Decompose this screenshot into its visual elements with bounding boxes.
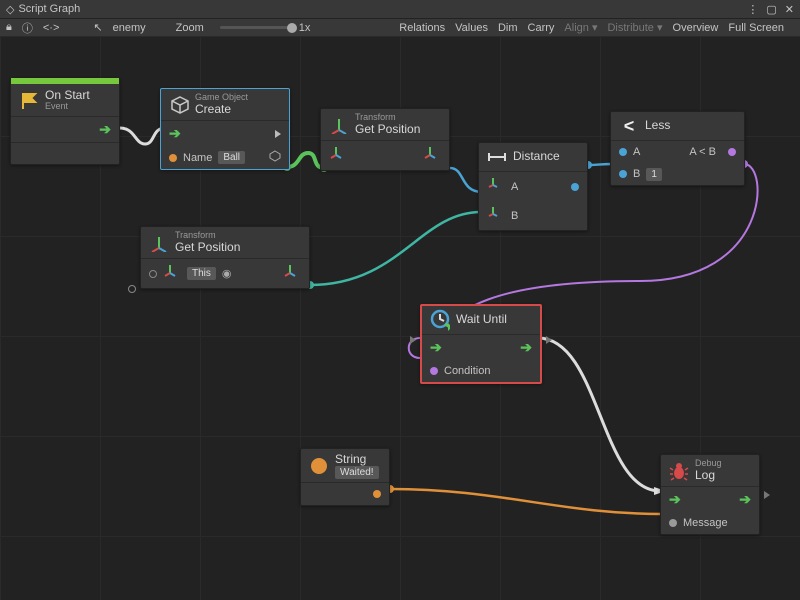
menu-icon[interactable]: ⋮	[747, 3, 758, 16]
flow-out-port[interactable]: ➔	[739, 491, 751, 508]
target-in-port[interactable]	[329, 145, 347, 166]
message-port[interactable]	[669, 519, 677, 527]
tag-label[interactable]: enemy	[113, 22, 146, 34]
node-subtitle: Event	[45, 102, 90, 112]
node-title: String	[335, 453, 379, 466]
node-wait-until[interactable]: Wait Until ➔ ➔ Condition	[420, 304, 542, 384]
node-distance[interactable]: Distance A B	[478, 142, 588, 231]
b-label: B	[633, 168, 640, 180]
flow-in-tri	[410, 336, 416, 344]
toolbar-dim[interactable]: Dim	[498, 22, 518, 34]
node-string[interactable]: String Waited!	[300, 448, 390, 506]
a-label: A	[511, 181, 518, 193]
a-label: A	[633, 146, 640, 158]
flow-out-port[interactable]: ➔	[520, 339, 532, 356]
less-icon: <	[619, 116, 639, 136]
flow-in-port[interactable]: ➔	[169, 125, 181, 142]
bug-icon	[669, 461, 689, 481]
string-value[interactable]: Waited!	[335, 466, 379, 479]
toolbar-align[interactable]: Align ▾	[564, 21, 597, 34]
toolbar-overview[interactable]: Overview	[673, 22, 719, 34]
toolbar-relations[interactable]: Relations	[399, 22, 445, 34]
node-title: Less	[645, 119, 670, 132]
window-title: Script Graph	[18, 3, 80, 15]
target-picker-icon[interactable]: ◉	[222, 267, 232, 280]
result-out-port[interactable]	[728, 148, 736, 156]
value-out-port[interactable]	[373, 490, 381, 498]
value-out-port[interactable]	[283, 263, 301, 284]
flow-out-port[interactable]: ➔	[99, 121, 111, 138]
condition-label: Condition	[444, 365, 490, 377]
distance-icon	[487, 147, 507, 167]
node-get-position-1[interactable]: Transform Get Position	[320, 108, 450, 171]
value-out-port[interactable]	[571, 183, 579, 191]
wait-icon	[430, 310, 450, 330]
transform-icon	[329, 115, 349, 135]
zoom-slider[interactable]	[220, 26, 295, 29]
flow-in-port[interactable]: ➔	[430, 339, 442, 356]
flow-out-tri	[764, 491, 770, 499]
flow-in-port[interactable]: ➔	[669, 491, 681, 508]
node-title: Wait Until	[456, 313, 507, 326]
node-title: Distance	[513, 150, 560, 163]
zoom-value: 1x	[299, 22, 311, 34]
zoom-label: Zoom	[176, 22, 204, 34]
node-title: Log	[695, 469, 722, 482]
tag-icon[interactable]: ↖	[93, 21, 102, 34]
object-out-icon[interactable]	[269, 150, 281, 165]
b-port[interactable]	[487, 205, 505, 226]
value-out-port[interactable]	[423, 145, 441, 166]
cube-icon	[169, 95, 189, 115]
flow-out-port[interactable]	[275, 130, 281, 138]
toolbar-distribute[interactable]: Distribute ▾	[607, 21, 662, 34]
toolbar-fullscreen[interactable]: Full Screen	[728, 22, 784, 34]
window-titlebar: ◇ Script Graph ⋮ ▢ ✕	[0, 0, 800, 18]
maximize-icon[interactable]: ▢	[766, 3, 776, 16]
node-create[interactable]: Game Object Create ➔ Name Ball	[160, 88, 290, 170]
external-port-ring[interactable]	[128, 285, 136, 293]
close-icon[interactable]: ✕	[785, 3, 794, 16]
node-on-start[interactable]: On Start Event ➔	[10, 78, 120, 165]
name-port[interactable]	[169, 154, 177, 162]
lock-icon[interactable]: 🔒︎	[6, 21, 12, 34]
message-label: Message	[683, 517, 728, 529]
name-field[interactable]: Ball	[218, 151, 245, 164]
code-icon[interactable]: <·>	[43, 22, 60, 34]
b-label: B	[511, 210, 518, 222]
node-debug-log[interactable]: Debug Log ➔ ➔ Message	[660, 454, 760, 535]
flow-out-tri	[546, 336, 552, 344]
a-port[interactable]	[619, 148, 627, 156]
toolbar: 🔒︎ ⓘ <·> ↖ enemy Zoom 1x Relations Value…	[0, 18, 800, 36]
name-label: Name	[183, 152, 212, 164]
graph-icon: ◇	[6, 3, 14, 16]
transform-icon	[149, 233, 169, 253]
node-less[interactable]: < Less A A < B B 1	[610, 111, 745, 186]
graph-area[interactable]: On Start Event ➔ Game Object Create	[0, 36, 800, 600]
info-icon[interactable]: ⓘ	[22, 20, 33, 36]
node-title: Get Position	[355, 123, 420, 136]
b-port[interactable]	[619, 170, 627, 178]
transform-port-icon	[163, 263, 181, 284]
string-icon	[309, 456, 329, 476]
target-port-ring[interactable]	[149, 270, 157, 278]
node-title: Get Position	[175, 241, 240, 254]
node-title: Create	[195, 103, 248, 116]
b-field[interactable]: 1	[646, 168, 662, 181]
target-field[interactable]: This	[187, 267, 216, 280]
node-get-position-2[interactable]: Transform Get Position This ◉	[140, 226, 310, 289]
toolbar-carry[interactable]: Carry	[528, 22, 555, 34]
condition-port[interactable]	[430, 367, 438, 375]
a-port[interactable]	[487, 176, 505, 197]
flag-icon	[19, 91, 39, 111]
expr-label: A < B	[689, 146, 716, 158]
toolbar-values[interactable]: Values	[455, 22, 488, 34]
